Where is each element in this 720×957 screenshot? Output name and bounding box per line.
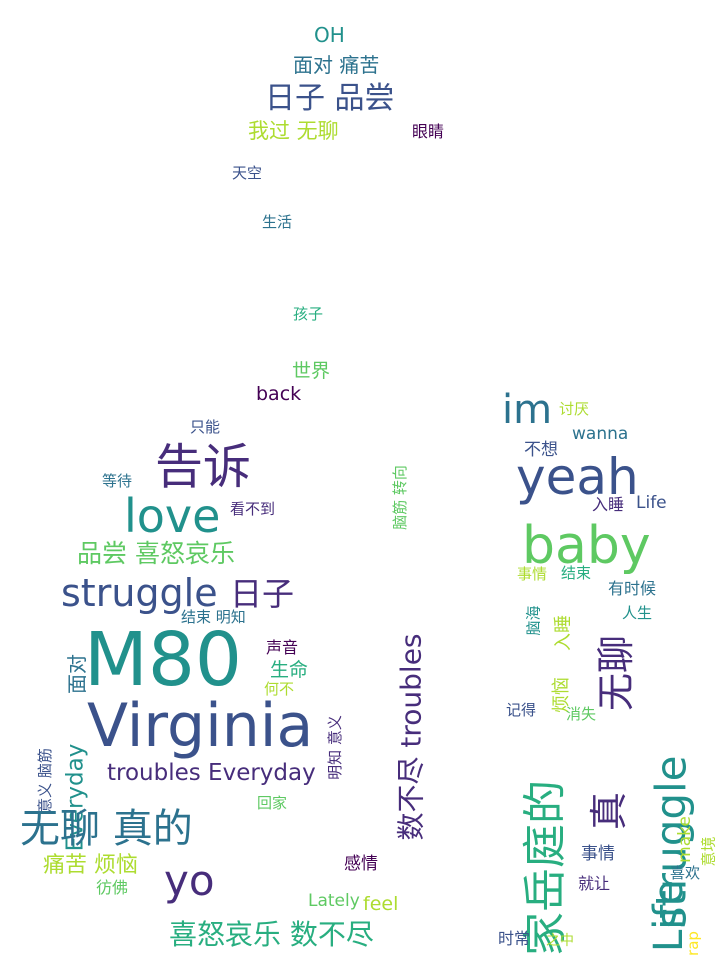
cloud-word: 喜欢 — [670, 864, 701, 882]
cloud-word: 消失 — [566, 705, 597, 723]
cloud-word: 脑海 — [524, 604, 543, 636]
cloud-word: 不想 — [524, 440, 558, 460]
cloud-word: 数不尽 troubles — [395, 633, 428, 841]
cloud-word: 意境 — [699, 835, 718, 867]
cloud-word: 明知 意义 — [326, 715, 344, 780]
cloud-word: yo — [164, 856, 215, 905]
cloud-word: Lately — [308, 891, 360, 911]
cloud-word: 脑筋 转向 — [391, 465, 409, 530]
cloud-word: 无聊 — [593, 634, 638, 712]
cloud-word: 只能 — [190, 418, 221, 436]
cloud-word: 真 — [586, 791, 631, 831]
cloud-word: 结束 — [561, 564, 592, 582]
cloud-word: 感情 — [344, 854, 378, 874]
cloud-word: 痛苦 烦恼 — [43, 853, 138, 878]
cloud-word: 意义 脑筋 — [36, 748, 54, 813]
cloud-word: 事情 — [581, 844, 615, 864]
cloud-word: 之中 — [546, 933, 574, 949]
cloud-word: 彷佛 — [96, 878, 129, 897]
cloud-word: 时常 — [498, 929, 531, 948]
cloud-word: rap — [683, 930, 702, 956]
cloud-word: 生命 — [270, 659, 309, 681]
cloud-word: 无聊 真的 — [20, 806, 193, 852]
cloud-word: 眼睛 — [412, 122, 445, 141]
cloud-word: 声音 — [266, 638, 299, 657]
cloud-word: im — [502, 387, 553, 433]
cloud-word: 入睡 — [553, 615, 574, 651]
cloud-word: 入睡 — [592, 495, 625, 514]
cloud-word: struggle — [61, 571, 218, 615]
cloud-word: 面对 痛苦 — [293, 53, 380, 77]
cloud-word: 喜怒哀乐 数不尽 — [169, 918, 374, 951]
cloud-word: Life — [636, 493, 667, 513]
cloud-word: 品尝 喜怒哀乐 — [77, 539, 235, 568]
cloud-word: love — [124, 489, 221, 543]
cloud-word: 人生 — [622, 604, 653, 622]
cloud-word: 日子 品尝 — [265, 81, 395, 116]
cloud-word: 就让 — [578, 874, 611, 893]
cloud-word: 记得 — [506, 701, 537, 719]
cloud-word: 我过 无聊 — [248, 119, 339, 143]
cloud-word: feel — [363, 893, 399, 915]
cloud-word: 生活 — [262, 213, 293, 231]
cloud-word: 讨厌 — [559, 400, 590, 418]
cloud-word: 结束 明知 — [181, 608, 246, 626]
cloud-word: 何不 — [264, 680, 295, 698]
cloud-word: troubles Everyday — [107, 760, 316, 786]
cloud-word: 面对 — [65, 654, 89, 694]
cloud-word: 孩子 — [293, 305, 324, 323]
cloud-word: make — [675, 816, 695, 863]
cloud-word: 有时候 — [608, 579, 657, 598]
cloud-word: 看不到 — [230, 500, 276, 518]
cloud-word: 天空 — [232, 164, 263, 182]
cloud-word: 事情 — [517, 565, 548, 583]
cloud-word: Virginia — [87, 691, 314, 761]
cloud-word: 告诉 — [155, 439, 252, 495]
cloud-word: 等待 — [102, 472, 133, 490]
cloud-word: 世界 — [292, 360, 331, 382]
cloud-word: OH — [314, 23, 345, 47]
cloud-word: baby — [522, 516, 651, 576]
cloud-word: yeah — [516, 448, 639, 506]
cloud-word: 日子 — [230, 575, 295, 613]
cloud-word: M80 — [84, 617, 243, 703]
cloud-word: back — [256, 383, 302, 405]
cloud-word: wanna — [572, 424, 629, 444]
cloud-word: 家岳庭的 — [520, 780, 571, 956]
cloud-word: 回家 — [257, 794, 288, 812]
